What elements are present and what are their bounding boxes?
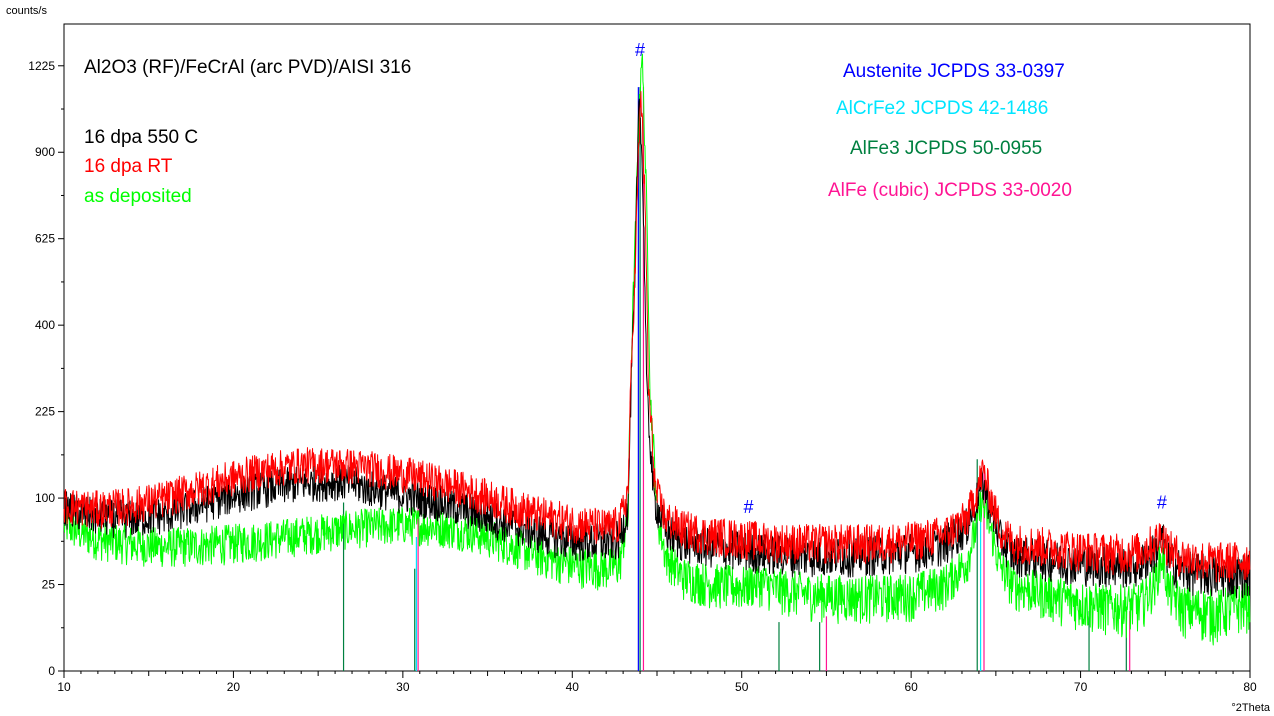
y-tick-label: 0 — [48, 664, 55, 678]
peak-marker: # — [1157, 492, 1167, 512]
x-axis-label: °2Theta — [1231, 702, 1271, 714]
y-tick-label: 100 — [35, 491, 55, 505]
series-line-1 — [63, 91, 1251, 583]
plot-frame — [63, 23, 1251, 672]
x-axis: 10 20 30 40 50 60 70 80 — [57, 671, 1257, 694]
peak-marker: # — [743, 497, 753, 517]
x-tick-label: 50 — [735, 680, 749, 694]
phase-legend-austenite: Austenite JCPDS 33-0397 — [843, 61, 1065, 82]
peak-marker: # — [635, 40, 645, 60]
x-tick-label: 10 — [57, 680, 71, 694]
y-axis-label: counts/s — [6, 5, 47, 17]
phase-legend-alcrfe2: AlCrFe2 JCPDS 42-1486 — [836, 98, 1048, 119]
y-tick-label: 625 — [35, 232, 55, 246]
legend-entry-as-deposited: as deposited — [84, 186, 192, 207]
y-axis: 0 25 100 225 400 625 900 1225 — [28, 59, 64, 678]
peak-markers: # # # — [635, 40, 1167, 517]
x-tick-label: 70 — [1074, 680, 1088, 694]
legend-entry-rt: 16 dpa RT — [84, 156, 173, 177]
x-tick-label: 20 — [227, 680, 241, 694]
x-tick-label: 60 — [904, 680, 918, 694]
series-line-0 — [63, 98, 1251, 599]
y-tick-label: 1225 — [28, 59, 55, 73]
y-tick-label: 400 — [35, 318, 55, 332]
chart-title: Al2O3 (RF)/FeCrAl (arc PVD)/AISI 316 — [84, 57, 411, 78]
y-tick-label: 25 — [42, 578, 56, 592]
x-tick-label: 80 — [1243, 680, 1257, 694]
y-tick-label: 225 — [35, 405, 55, 419]
x-tick-label: 40 — [566, 680, 580, 694]
x-tick-label: 30 — [396, 680, 410, 694]
phase-legend-alfe3: AlFe3 JCPDS 50-0955 — [850, 138, 1042, 159]
series-layer — [63, 53, 1251, 646]
legend-entry-550c: 16 dpa 550 C — [84, 127, 198, 148]
y-tick-label: 900 — [35, 145, 55, 159]
phase-legend-alfe-cubic: AlFe (cubic) JCPDS 33-0020 — [828, 180, 1072, 201]
reference-lines — [342, 87, 1131, 671]
